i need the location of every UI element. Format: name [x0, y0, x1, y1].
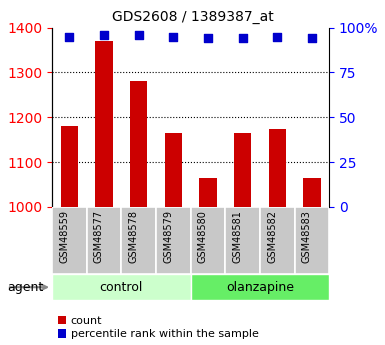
Bar [61, 126, 78, 207]
Bar [268, 128, 286, 207]
Text: olanzapine: olanzapine [226, 281, 294, 294]
Bar [303, 178, 320, 207]
Text: control: control [100, 281, 143, 294]
Bar [260, 207, 295, 274]
Bar [156, 207, 191, 274]
Bar [234, 133, 251, 207]
Text: GSM48577: GSM48577 [94, 210, 104, 264]
Text: GSM48579: GSM48579 [163, 210, 173, 263]
Point [309, 36, 315, 41]
Text: GSM48581: GSM48581 [233, 210, 243, 263]
Point [101, 32, 107, 38]
Point [205, 36, 211, 41]
Bar [199, 178, 216, 207]
Bar [130, 81, 147, 207]
Bar [95, 41, 112, 207]
Bar [225, 207, 260, 274]
Text: GSM48583: GSM48583 [302, 210, 312, 263]
Text: agent: agent [8, 281, 44, 294]
Point [66, 34, 72, 39]
Point [170, 34, 176, 39]
Bar [87, 207, 121, 274]
Text: GDS2608 / 1389387_at: GDS2608 / 1389387_at [112, 10, 273, 24]
Text: GSM48582: GSM48582 [267, 210, 277, 263]
Legend: count, percentile rank within the sample: count, percentile rank within the sample [57, 316, 259, 339]
Bar [121, 207, 156, 274]
Bar [191, 274, 329, 300]
Bar [191, 207, 225, 274]
Point [239, 36, 246, 41]
Text: GSM48578: GSM48578 [129, 210, 139, 263]
Bar [164, 133, 182, 207]
Point [136, 32, 142, 38]
Text: GSM48559: GSM48559 [59, 210, 69, 263]
Bar [52, 274, 191, 300]
Bar [295, 207, 329, 274]
Bar [52, 207, 87, 274]
Text: GSM48580: GSM48580 [198, 210, 208, 263]
Point [274, 34, 280, 39]
